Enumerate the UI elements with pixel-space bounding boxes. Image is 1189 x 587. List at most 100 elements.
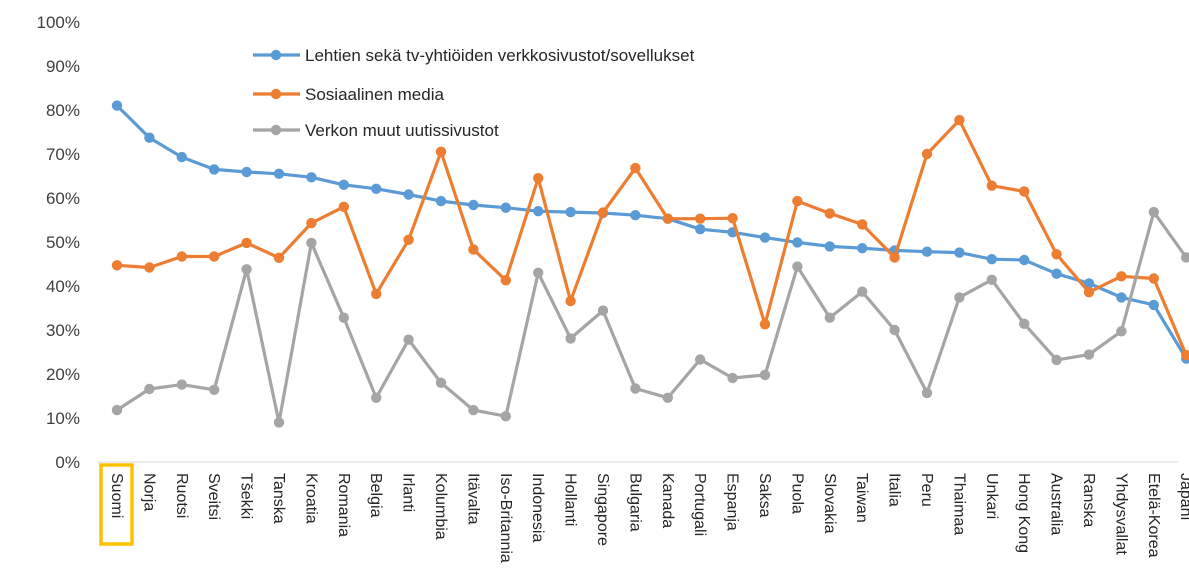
x-tick-label: Ruotsi	[173, 473, 190, 518]
data-point	[144, 383, 155, 395]
data-point	[468, 199, 479, 211]
data-point	[565, 333, 576, 344]
data-point	[273, 417, 285, 428]
x-tick-label: Thaimaa	[950, 473, 967, 535]
data-point	[111, 100, 123, 111]
data-point	[857, 219, 868, 230]
data-point	[1148, 273, 1160, 284]
x-tick-label: Irlanti	[400, 473, 417, 512]
data-point	[176, 251, 187, 262]
data-point	[144, 132, 155, 143]
x-tick-label: Norja	[140, 473, 157, 511]
data-point	[500, 202, 511, 213]
series-line	[115, 118, 1188, 357]
data-point	[759, 319, 771, 330]
data-point	[986, 274, 997, 285]
data-point	[468, 244, 479, 255]
x-tick-label: Kolumbia	[432, 473, 449, 540]
data-point	[533, 267, 544, 278]
data-point	[144, 262, 155, 273]
data-point	[921, 246, 933, 257]
data-point	[338, 312, 349, 323]
data-point	[500, 275, 511, 286]
data-point	[1148, 299, 1160, 311]
x-tick-label: Kanada	[659, 473, 676, 528]
category-highlight	[99, 463, 134, 546]
data-point	[630, 383, 641, 394]
data-point	[986, 180, 997, 191]
data-point	[824, 312, 835, 323]
data-point	[371, 183, 382, 194]
series-group	[111, 100, 1189, 428]
x-tick-label: Taiwan	[853, 473, 870, 523]
legend-label: Verkon muut uutissivustot	[305, 121, 499, 140]
data-point	[338, 179, 349, 190]
data-point	[1051, 249, 1062, 260]
x-tick-label: Tanska	[270, 473, 287, 524]
data-point	[273, 252, 285, 263]
y-tick-label: 100%	[37, 13, 80, 32]
data-point	[695, 354, 706, 365]
x-tick-label: Bulgaria	[626, 473, 643, 532]
data-point	[209, 251, 220, 262]
data-point	[273, 168, 285, 179]
data-point	[306, 217, 317, 229]
data-point	[533, 173, 544, 184]
legend-swatch-marker	[270, 49, 282, 61]
x-tick-label: Belgia	[367, 473, 384, 518]
data-point	[921, 387, 933, 399]
x-tick-label: Unkari	[983, 473, 1000, 519]
x-tick-label: Singapore	[594, 473, 611, 546]
data-point	[1018, 318, 1030, 329]
data-point	[889, 252, 900, 263]
x-tick-label: Indonesia	[529, 473, 546, 542]
data-point	[1083, 287, 1095, 298]
data-point	[889, 324, 900, 336]
x-tick-label: Hong Kong	[1015, 473, 1032, 553]
x-tick-label: Tšekki	[238, 473, 255, 519]
data-point	[435, 146, 447, 157]
data-point	[792, 195, 803, 207]
x-tick-label: Saksa	[756, 473, 773, 518]
series-2	[111, 114, 1189, 361]
data-point	[241, 264, 252, 275]
data-point	[921, 148, 933, 160]
legend-label: Sosiaalinen media	[305, 85, 444, 104]
y-tick-label: 90%	[46, 57, 80, 76]
data-point	[1051, 268, 1062, 279]
series-line	[115, 103, 1188, 361]
data-point	[209, 164, 220, 175]
data-point	[338, 201, 349, 212]
data-point	[1051, 354, 1062, 366]
data-point	[500, 411, 511, 422]
data-point	[111, 404, 123, 416]
data-point	[1116, 271, 1127, 282]
x-tick-label: Italia	[886, 473, 903, 507]
x-tick-label: Yhdysvallat	[1112, 473, 1129, 555]
x-tick-label: Itävalta	[464, 473, 481, 525]
data-point	[1181, 252, 1189, 263]
data-point	[857, 286, 868, 297]
data-point	[954, 292, 965, 303]
data-point	[435, 195, 447, 207]
data-point	[241, 237, 252, 249]
data-point	[1018, 186, 1030, 197]
data-point	[954, 247, 965, 258]
x-tick-label: Etelä-Korea	[1145, 473, 1162, 558]
legend-label: Lehtien sekä tv-yhtiöiden verkkosivustot…	[305, 46, 695, 65]
y-tick-label: 0%	[55, 453, 80, 472]
data-point	[565, 295, 576, 307]
data-point	[727, 213, 738, 224]
y-tick-label: 80%	[46, 101, 80, 120]
highlight-box	[99, 463, 134, 546]
legend-item: Verkon muut uutissivustot	[253, 121, 499, 140]
data-point	[1116, 292, 1127, 303]
data-point	[857, 243, 868, 254]
y-tick-label: 30%	[46, 321, 80, 340]
data-point	[403, 334, 414, 345]
data-point	[371, 288, 382, 300]
data-point	[662, 213, 673, 224]
data-point	[565, 206, 576, 218]
legend-item: Sosiaalinen media	[253, 85, 444, 104]
